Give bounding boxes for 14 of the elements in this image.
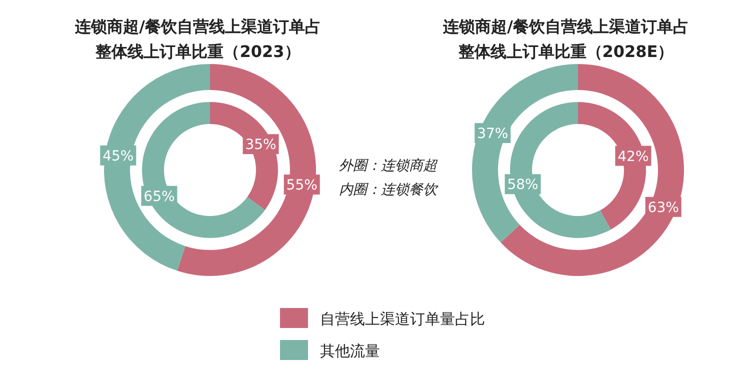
data-label: 37% (477, 126, 508, 142)
data-label: 58% (507, 177, 538, 194)
legend-label: 自营线上渠道订单量占比 (320, 310, 485, 328)
data-label: 35% (245, 137, 276, 154)
legend-label: 其他流量 (320, 342, 380, 360)
data-label: 45% (102, 148, 134, 164)
chart-title: 连锁商超/餐饮自营线上渠道订单占整体线上订单比重（2023） (74, 17, 321, 61)
text: 外圈：连锁商超 (339, 158, 438, 174)
data-label: 55% (286, 178, 318, 194)
chart-title: 连锁商超/餐饮自营线上渠道订单占整体线上订单比重（2028E） (442, 17, 689, 61)
text: 内圈：连锁餐饮 (339, 182, 439, 198)
data-label: 63% (648, 200, 679, 216)
data-label: 65% (144, 188, 175, 205)
data-label: 42% (618, 148, 649, 165)
